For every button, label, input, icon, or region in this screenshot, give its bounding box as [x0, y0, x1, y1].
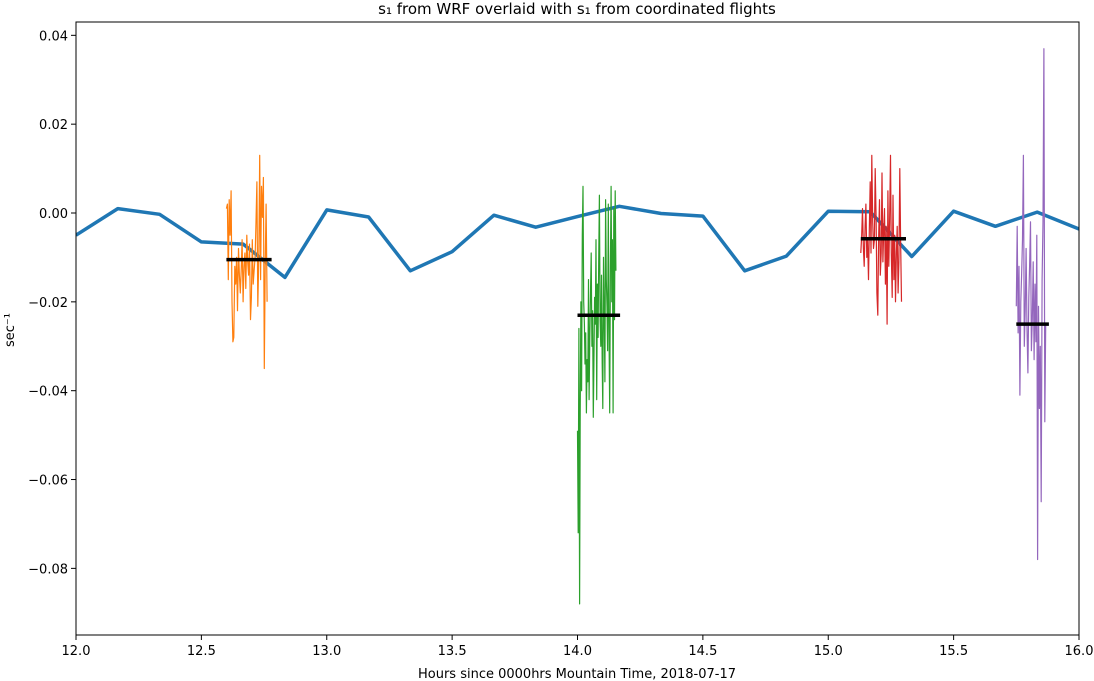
x-axis-label: Hours since 0000hrs Mountain Time, 2018-… — [418, 667, 736, 681]
x-tick-label: 15.5 — [939, 644, 968, 659]
y-tick-label: 0.02 — [39, 118, 68, 133]
y-tick-label: −0.08 — [28, 562, 68, 577]
series-layer — [76, 48, 1079, 605]
y-tick-label: −0.02 — [28, 296, 68, 311]
chart-title: s₁ from WRF overlaid with s₁ from coordi… — [378, 0, 776, 18]
x-tick-label: 13.5 — [438, 644, 467, 659]
y-axis-label: sec⁻¹ — [3, 313, 18, 347]
x-tick-label: 12.5 — [187, 644, 216, 659]
wrf-series-line — [76, 204, 1079, 280]
y-tick-label: 0.00 — [39, 207, 68, 222]
y-axis: −0.08 −0.06 −0.04 −0.02 0.00 0.02 0.04 — [28, 29, 76, 577]
x-tick-label: 14.0 — [563, 644, 592, 659]
flight-series-line-1 — [225, 154, 268, 370]
flight-series-line-4 — [1015, 48, 1047, 561]
x-tick-label: 16.0 — [1065, 644, 1094, 659]
x-tick-label: 13.0 — [312, 644, 341, 659]
y-tick-label: 0.04 — [39, 29, 68, 44]
x-tick-label: 12.0 — [62, 644, 91, 659]
flight-series-line-2 — [576, 185, 617, 605]
plot-frame — [75, 21, 1080, 636]
x-tick-label: 15.0 — [814, 644, 843, 659]
x-axis: 12.0 12.5 13.0 13.5 14.0 14.5 15.0 15.5 16.0 — [62, 635, 1094, 659]
plot-area — [76, 48, 1079, 605]
x-tick-label: 14.5 — [688, 644, 717, 659]
y-tick-label: −0.06 — [28, 474, 68, 489]
y-tick-label: −0.04 — [28, 385, 68, 400]
